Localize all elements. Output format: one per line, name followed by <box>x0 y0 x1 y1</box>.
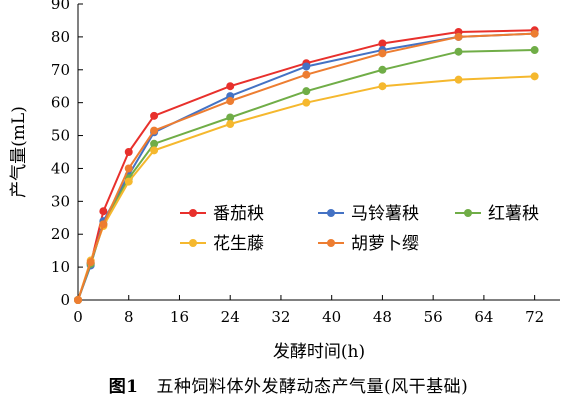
y-tick-label: 70 <box>51 61 70 79</box>
data-point <box>226 82 235 91</box>
x-tick-label: 64 <box>474 308 493 326</box>
data-point <box>86 258 95 267</box>
legend-item: 马铃薯秧 <box>318 204 419 224</box>
x-tick-label: 24 <box>221 308 240 326</box>
data-point <box>226 113 235 122</box>
chart-axes <box>77 4 560 301</box>
data-point <box>302 87 311 96</box>
figure-caption: 图1 五种饲料体外发酵动态产气量(风干基础) <box>0 372 577 397</box>
series-4 <box>74 72 539 304</box>
x-axis-ticks: 0 8 16 24 32 40 48 56 64 72 <box>73 295 544 326</box>
data-point <box>226 97 235 106</box>
figure-number: 图1 <box>108 377 139 397</box>
data-point <box>302 62 311 71</box>
x-tick-label: 8 <box>124 308 134 326</box>
y-tick-label: 80 <box>51 28 70 46</box>
data-point <box>150 111 159 120</box>
y-tick-label: 10 <box>51 258 70 276</box>
x-axis-title: 发酵时间(h) <box>273 342 365 362</box>
y-tick-label: 0 <box>60 291 70 309</box>
data-point <box>378 82 387 91</box>
data-point <box>150 126 159 135</box>
y-tick-label: 60 <box>51 94 70 112</box>
legend-swatch-marker <box>464 209 472 217</box>
data-point <box>530 29 539 38</box>
legend-label: 红薯秧 <box>488 204 539 224</box>
x-tick-label: 16 <box>170 308 189 326</box>
data-point <box>302 98 311 107</box>
y-axis-ticks: 0 10 20 30 40 50 60 70 80 90 <box>51 0 83 309</box>
data-point <box>378 39 387 48</box>
x-tick-label: 32 <box>271 308 290 326</box>
legend-item: 花生藤 <box>180 234 264 254</box>
data-point <box>378 65 387 74</box>
y-tick-label: 90 <box>51 0 70 13</box>
chart-series <box>74 26 539 304</box>
x-tick-label: 56 <box>424 308 443 326</box>
data-point <box>530 72 539 81</box>
data-point <box>530 46 539 55</box>
legend-label: 胡萝卜缨 <box>351 234 419 254</box>
data-point <box>378 49 387 58</box>
legend-swatch-marker <box>189 209 197 217</box>
data-point <box>124 148 133 156</box>
series-1 <box>74 26 539 304</box>
x-tick-label: 0 <box>73 308 83 326</box>
y-axis-title: 产气量(mL) <box>9 106 29 198</box>
series-line <box>77 29 535 301</box>
legend-item: 番茄秧 <box>180 204 264 224</box>
y-tick-label: 40 <box>51 159 70 177</box>
y-tick-label: 20 <box>51 225 70 243</box>
data-point <box>454 75 463 84</box>
series-line <box>77 75 535 301</box>
legend-swatch-marker <box>327 209 335 217</box>
data-point <box>124 177 133 186</box>
y-tick-label: 50 <box>51 127 70 145</box>
legend-item: 胡萝卜缨 <box>318 234 419 254</box>
legend-swatch-marker <box>327 239 335 247</box>
data-point <box>454 32 463 41</box>
legend-label: 花生藤 <box>213 234 264 254</box>
legend-label: 番茄秧 <box>213 204 264 224</box>
x-tick-label: 40 <box>322 308 341 326</box>
data-point <box>302 70 311 79</box>
legend-label: 马铃薯秧 <box>351 204 419 224</box>
series-3 <box>74 46 539 304</box>
x-tick-label: 72 <box>525 308 544 326</box>
data-point <box>454 47 463 56</box>
figure-caption-text: 五种饲料体外发酵动态产气量(风干基础) <box>156 377 469 397</box>
data-point <box>150 146 159 155</box>
data-point <box>74 296 82 304</box>
data-point <box>99 220 108 229</box>
data-point <box>99 207 108 216</box>
data-point <box>150 139 159 148</box>
series-line <box>77 32 535 301</box>
data-point <box>226 120 235 129</box>
series-5 <box>74 29 539 304</box>
legend-item: 红薯秧 <box>455 204 539 224</box>
data-point <box>124 164 133 173</box>
legend-swatch-marker <box>189 239 197 247</box>
gas-production-chart: 0 10 20 30 40 50 60 70 80 90 0 8 16 24 32 40 48 56 64 72 番… <box>9 0 560 362</box>
x-tick-label: 48 <box>373 308 392 326</box>
y-tick-label: 30 <box>51 192 70 210</box>
